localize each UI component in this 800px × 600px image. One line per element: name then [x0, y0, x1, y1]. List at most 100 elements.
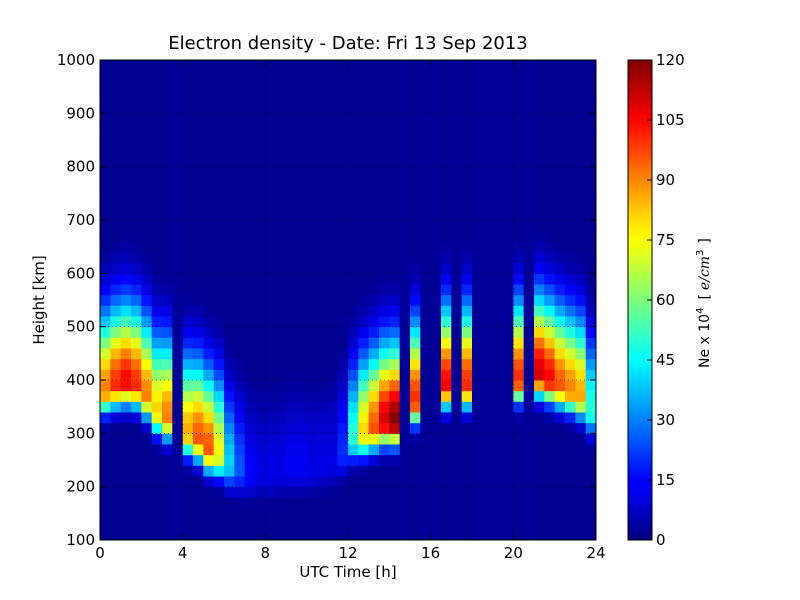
heatmap-cell [141, 177, 153, 189]
heatmap-cell [224, 70, 235, 82]
heatmap-cell [255, 497, 266, 509]
heatmap-cell [317, 230, 328, 242]
heatmap-cell [224, 145, 235, 157]
heatmap-cell [368, 316, 380, 328]
heatmap-cell [410, 401, 421, 413]
heatmap-cell [131, 337, 142, 349]
heatmap-cell [234, 316, 246, 328]
heatmap-cell [296, 518, 308, 530]
heatmap-cell [585, 134, 597, 146]
heatmap-cell [492, 113, 504, 125]
heatmap-cell [554, 412, 566, 424]
heatmap-cell [358, 145, 370, 157]
heatmap-cell [337, 337, 349, 349]
heatmap-cell [172, 230, 184, 242]
heatmap-cell [131, 81, 142, 93]
heatmap-cell [213, 326, 225, 338]
heatmap-cell [131, 369, 142, 381]
heatmap-cell [224, 230, 235, 242]
heatmap-cell [100, 188, 111, 200]
heatmap-cell [337, 508, 349, 520]
heatmap-cell [368, 188, 380, 200]
heatmap-cell [534, 305, 545, 317]
heatmap-cell [358, 60, 370, 72]
x-tick-label: 4 [178, 544, 188, 562]
heatmap-cell [358, 156, 370, 168]
heatmap-cell [306, 113, 318, 125]
heatmap-cell [410, 145, 421, 157]
heatmap-cell [120, 273, 132, 285]
heatmap-cell [255, 81, 266, 93]
heatmap-cell [337, 316, 349, 328]
heatmap-cell [172, 369, 184, 381]
heatmap-cell [172, 401, 184, 413]
heatmap-cell [430, 444, 442, 456]
heatmap-cell [296, 273, 308, 285]
heatmap-cell [389, 454, 401, 466]
heatmap-cell [461, 198, 473, 210]
heatmap-cell [430, 124, 442, 136]
heatmap-cell [503, 497, 514, 509]
heatmap-cell [492, 305, 504, 317]
heatmap-cell [389, 177, 401, 189]
heatmap-cell [503, 134, 514, 146]
heatmap-cell [244, 294, 256, 306]
heatmap-cell [585, 412, 597, 424]
heatmap-cell [430, 497, 442, 509]
heatmap-cell [306, 188, 318, 200]
heatmap-cell [575, 220, 587, 232]
heatmap-cell [296, 124, 308, 136]
heatmap-cell [286, 188, 297, 200]
heatmap-cell [348, 412, 359, 424]
heatmap-cell [162, 156, 173, 168]
heatmap-cell [100, 518, 111, 530]
heatmap-cell [120, 529, 132, 541]
heatmap-cell [317, 337, 328, 349]
heatmap-cell [399, 273, 411, 285]
heatmap-cell [296, 60, 308, 72]
heatmap-cell [472, 81, 483, 93]
heatmap-cell [213, 518, 225, 530]
heatmap-cell [275, 60, 287, 72]
heatmap-cell [203, 188, 215, 200]
heatmap-cell [306, 518, 318, 530]
heatmap-cell [120, 198, 132, 210]
heatmap-cell [482, 230, 494, 242]
heatmap-cell [554, 390, 566, 402]
heatmap-cell [368, 454, 380, 466]
heatmap-cell [441, 305, 452, 317]
heatmap-cell [472, 476, 483, 488]
heatmap-cell [399, 92, 411, 104]
heatmap-cell [544, 508, 556, 520]
heatmap-cell [554, 102, 566, 114]
heatmap-cell [182, 81, 194, 93]
heatmap-cell [534, 113, 545, 125]
heatmap-cell [565, 124, 576, 136]
heatmap-cell [575, 348, 587, 360]
heatmap-cell [296, 529, 308, 541]
heatmap-cell [358, 124, 370, 136]
heatmap-cell [368, 476, 380, 488]
heatmap-cell [100, 252, 111, 264]
heatmap-cell [430, 433, 442, 445]
heatmap-cell [337, 476, 349, 488]
heatmap-cell [503, 422, 514, 434]
heatmap-cell [503, 358, 514, 370]
heatmap-cell [100, 316, 111, 328]
heatmap-cell [523, 326, 535, 338]
heatmap-cell [399, 444, 411, 456]
heatmap-cell [131, 486, 142, 498]
heatmap-cell [492, 454, 504, 466]
heatmap-cell [286, 316, 297, 328]
heatmap-cell [544, 412, 556, 424]
heatmap-cell [275, 124, 287, 136]
heatmap-cell [244, 198, 256, 210]
heatmap-cell [162, 177, 173, 189]
heatmap-cell [420, 177, 432, 189]
heatmap-cell [544, 220, 556, 232]
heatmap-cell [472, 198, 483, 210]
heatmap-cell [482, 70, 494, 82]
heatmap-cell [544, 102, 556, 114]
heatmap-cell [213, 262, 225, 274]
heatmap-cell [193, 358, 204, 370]
